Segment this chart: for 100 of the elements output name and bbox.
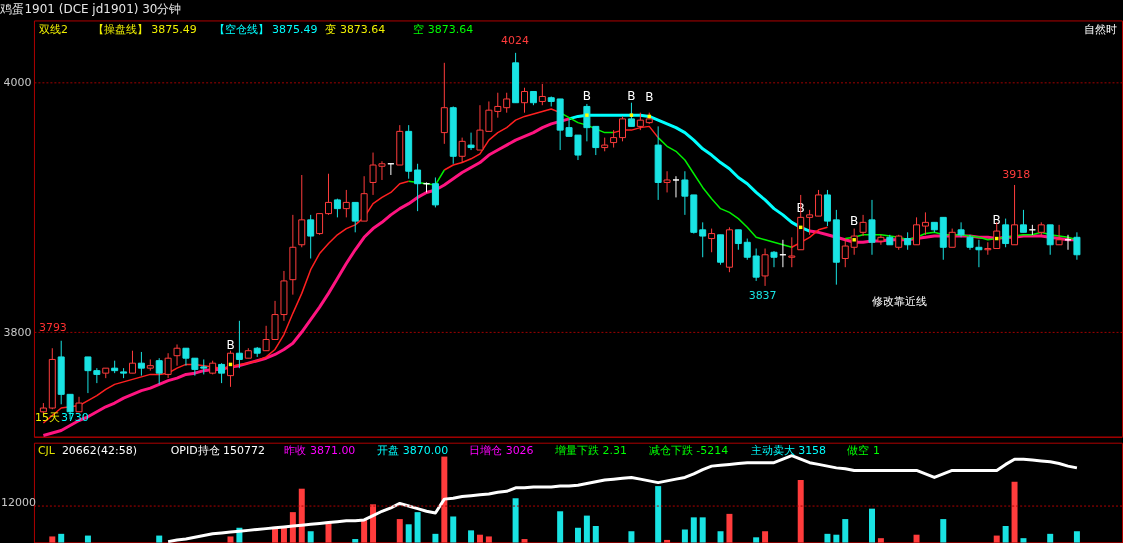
bar	[940, 519, 947, 543]
candlestick	[1073, 231, 1081, 261]
annotation: OPID持仓 150772	[170, 443, 265, 457]
annotation: CJL	[37, 443, 56, 457]
candlestick	[1019, 209, 1027, 233]
annotation: 【操盘线】 3875.49	[92, 23, 197, 37]
bar	[396, 519, 403, 543]
candlestick	[1011, 184, 1019, 246]
candlestick	[325, 173, 332, 216]
bar	[842, 519, 849, 543]
bar	[833, 534, 840, 543]
candlestick	[921, 211, 929, 236]
bar	[753, 537, 760, 543]
candlestick	[137, 351, 145, 377]
bar	[557, 511, 564, 543]
chart-title: 鸡蛋1901 (DCE jd1901) 30分钟	[0, 1, 182, 16]
bar	[690, 517, 697, 543]
bar	[913, 534, 920, 543]
annotation: 空 3873.64	[413, 23, 474, 37]
candlestick	[627, 102, 635, 127]
data-label: B	[226, 338, 235, 353]
bar	[49, 536, 56, 543]
bar	[512, 498, 519, 543]
candlestick	[761, 248, 769, 287]
candlestick	[788, 236, 796, 268]
annotation: 3918	[1002, 168, 1031, 182]
bar	[405, 524, 412, 543]
candlestick	[316, 213, 324, 236]
candlestick	[307, 214, 315, 259]
bar	[592, 526, 599, 543]
bar	[441, 456, 448, 543]
data-label: B	[582, 89, 591, 104]
text: 自然时	[1084, 23, 1118, 37]
candlestick	[503, 92, 511, 114]
annotation: 双线2	[38, 23, 68, 37]
candlestick	[173, 343, 181, 367]
annotation: 主动卖大 3158	[750, 443, 827, 457]
candlestick	[877, 234, 885, 246]
candlestick	[155, 357, 163, 385]
bar	[352, 539, 359, 543]
candlestick	[948, 228, 956, 248]
candlestick	[521, 87, 529, 114]
bar	[1047, 533, 1054, 543]
bar	[1073, 531, 1080, 543]
candlestick	[235, 320, 243, 369]
bar	[869, 508, 875, 543]
candlestick	[1002, 218, 1010, 248]
candlestick	[342, 189, 350, 218]
bar	[414, 512, 421, 543]
annotation: 20662(42:58)	[61, 443, 137, 457]
bar	[762, 531, 769, 543]
candlestick	[128, 350, 136, 374]
candlestick	[984, 241, 992, 256]
candlestick	[1055, 224, 1063, 246]
candlestick	[538, 83, 546, 106]
candlestick	[806, 209, 814, 236]
data-label: B	[850, 213, 859, 228]
bar	[681, 529, 688, 543]
candlestick	[868, 199, 876, 256]
annotation: 开盘 3870.00	[377, 443, 449, 457]
bar	[797, 480, 804, 543]
bar	[476, 534, 483, 543]
bar	[583, 515, 590, 543]
bar	[227, 536, 234, 543]
candlestick	[752, 248, 760, 282]
annotation: 增量下跌 2.31	[554, 443, 627, 457]
data-label: B	[992, 212, 1001, 227]
annotation: 修改靠近线	[872, 294, 928, 308]
annotation: 做空 1	[847, 443, 880, 457]
candlestick	[1046, 224, 1054, 256]
annotation: 减仓下跌 -5214	[648, 443, 729, 457]
bar	[58, 533, 65, 543]
annotation: 变 3873.64	[325, 23, 386, 37]
bar	[307, 531, 314, 543]
bar	[485, 536, 492, 543]
bar	[468, 530, 475, 543]
bar	[432, 533, 439, 543]
candlestick	[431, 176, 439, 208]
bar	[1002, 526, 1009, 543]
bar	[298, 488, 305, 543]
bar	[726, 513, 733, 543]
bar	[156, 535, 163, 543]
point	[629, 113, 634, 117]
bar	[1011, 481, 1018, 543]
bar	[521, 539, 528, 543]
data-label: B	[645, 90, 654, 105]
candlestick	[351, 201, 359, 233]
bar	[450, 516, 457, 543]
bar	[361, 519, 368, 543]
candlestick	[770, 250, 778, 268]
candlestick	[218, 362, 226, 384]
candlestick	[859, 214, 867, 237]
bar	[877, 538, 884, 543]
bar	[699, 517, 706, 543]
annotation: 3793	[38, 320, 67, 334]
data-label: B	[627, 89, 636, 104]
candlestick	[957, 221, 965, 238]
bar	[628, 531, 635, 543]
bar	[717, 531, 724, 543]
candlestick	[619, 115, 627, 142]
